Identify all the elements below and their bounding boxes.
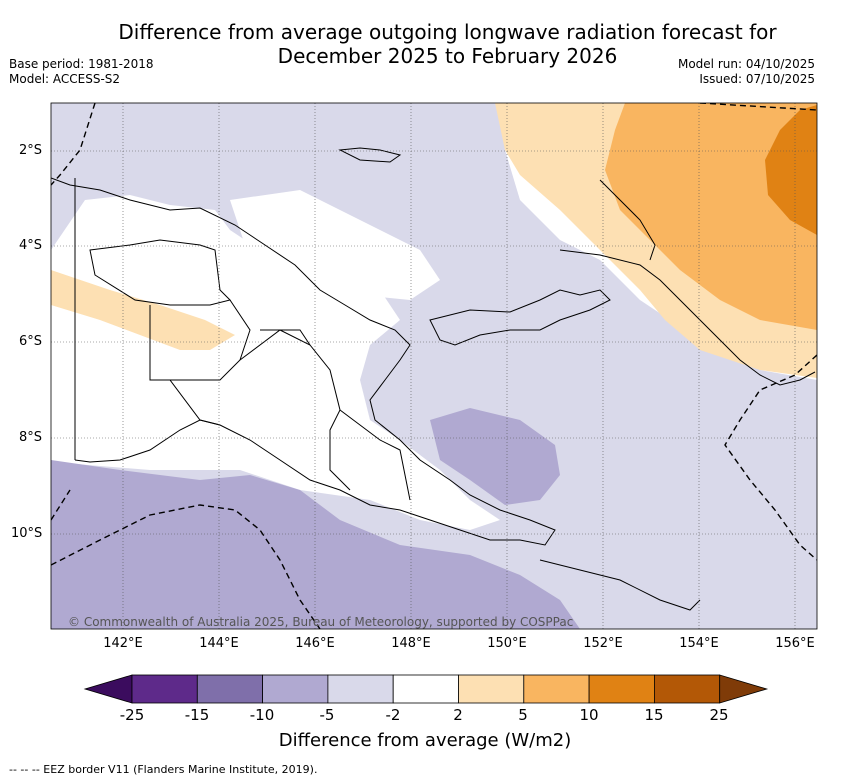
lon-tick-154e: 154°E bbox=[679, 636, 719, 651]
lon-tick-146e: 146°E bbox=[295, 636, 335, 651]
colorbar bbox=[83, 674, 769, 704]
new-ireland-coast bbox=[559, 249, 816, 386]
colorbar-segment bbox=[458, 674, 525, 704]
coastlines bbox=[51, 147, 816, 611]
lon-tick-156e: 156°E bbox=[775, 636, 815, 651]
manus-coast bbox=[338, 147, 402, 163]
model-name: Model: ACCESS-S2 bbox=[9, 72, 121, 86]
cb-label: 25 bbox=[709, 706, 729, 724]
title-line-1: Difference from average outgoing longwav… bbox=[118, 20, 777, 44]
anomaly-region-white bbox=[51, 195, 500, 530]
eez-legend-note: -- -- -- EEZ border V11 (Flanders Marine… bbox=[9, 763, 318, 776]
colorbar-segment bbox=[262, 674, 329, 704]
colorbar-extend-low bbox=[83, 674, 133, 704]
colorbar-segment bbox=[327, 674, 394, 704]
colorbar-extend-high bbox=[719, 674, 769, 704]
model-run: Model run: 04/10/2025 bbox=[677, 57, 815, 71]
lon-tick-148e: 148°E bbox=[391, 636, 431, 651]
colorbar-segment bbox=[654, 674, 721, 704]
colorbar-segment bbox=[196, 674, 264, 704]
lon-tick-152e: 152°E bbox=[583, 636, 623, 651]
copyright-note: © Commonwealth of Australia 2025, Bureau… bbox=[68, 615, 573, 629]
issued-date: Issued: 07/10/2025 bbox=[699, 72, 815, 86]
eez-borders bbox=[51, 103, 817, 629]
new-britain-coast bbox=[429, 289, 611, 346]
south-coast-islands bbox=[539, 559, 701, 611]
province-borders bbox=[74, 178, 411, 501]
chart-title: Difference from average outgoing longwav… bbox=[90, 20, 805, 68]
cb-label: 5 bbox=[518, 706, 528, 724]
lat-tick-8s: 8°S bbox=[19, 430, 43, 445]
anomaly-region-white-2 bbox=[230, 190, 440, 300]
lon-tick-144e: 144°E bbox=[199, 636, 239, 651]
anomaly-region-mid-purple-south bbox=[51, 460, 580, 629]
cb-label: 2 bbox=[453, 706, 463, 724]
anomaly-region-dark-orange bbox=[765, 105, 817, 235]
colorbar-segment bbox=[392, 674, 459, 704]
cb-label: -25 bbox=[119, 706, 145, 724]
title-line-2: December 2025 to February 2026 bbox=[277, 44, 618, 68]
anomaly-region-light-orange-w bbox=[51, 270, 235, 350]
anomaly-region-orange bbox=[605, 103, 817, 330]
lat-tick-6s: 6°S bbox=[19, 334, 43, 349]
anomaly-region-mid-purple-sea bbox=[430, 408, 560, 505]
lat-tick-10s: 10°S bbox=[11, 526, 43, 541]
cb-label: 10 bbox=[579, 706, 599, 724]
lon-tick-142e: 142°E bbox=[103, 636, 143, 651]
colorbar-segment bbox=[523, 674, 590, 704]
colorbar-segment bbox=[131, 674, 198, 704]
cb-label: -10 bbox=[249, 706, 275, 724]
meta-right: Model run: 04/10/2025 Issued: 07/10/2025 bbox=[678, 57, 815, 87]
meta-left: Base period: 1981-2018 Model: ACCESS-S2 bbox=[9, 57, 154, 87]
map-frame bbox=[50, 102, 818, 630]
cb-label: -15 bbox=[184, 706, 210, 724]
cb-label: -2 bbox=[385, 706, 401, 724]
colorbar-title: Difference from average (W/m2) bbox=[278, 730, 572, 751]
cb-label: 15 bbox=[644, 706, 664, 724]
png-mainland-coast bbox=[51, 177, 556, 546]
lat-tick-2s: 2°S bbox=[19, 143, 43, 158]
cb-label: -5 bbox=[319, 706, 335, 724]
lat-tick-4s: 4°S bbox=[19, 238, 43, 253]
colorbar-segment bbox=[588, 674, 655, 704]
lon-tick-150e: 150°E bbox=[487, 636, 527, 651]
graticule bbox=[51, 103, 817, 629]
bougainville-coast bbox=[599, 179, 656, 261]
base-period: Base period: 1981-2018 bbox=[9, 57, 154, 71]
